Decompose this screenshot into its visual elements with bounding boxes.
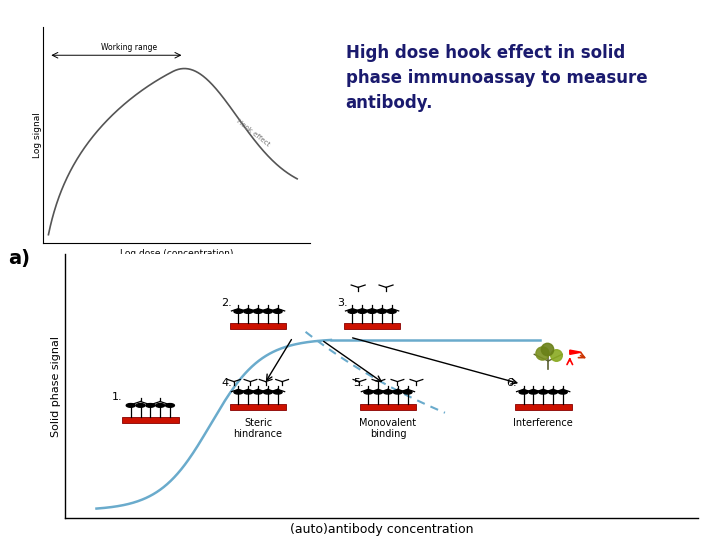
Polygon shape	[570, 350, 581, 354]
Circle shape	[274, 390, 282, 394]
Text: 6.: 6.	[506, 379, 517, 388]
Circle shape	[559, 390, 567, 394]
Circle shape	[377, 309, 387, 313]
Circle shape	[156, 403, 165, 407]
Text: High dose hook effect in solid
phase immunoassay to measure
antibody.: High dose hook effect in solid phase imm…	[346, 44, 647, 112]
Circle shape	[519, 390, 528, 394]
Circle shape	[374, 390, 382, 394]
Point	[550, 351, 562, 360]
Circle shape	[393, 390, 402, 394]
Circle shape	[244, 390, 253, 394]
Text: 2.: 2.	[221, 298, 232, 308]
Bar	[230, 404, 287, 410]
Y-axis label: Solid phase signal: Solid phase signal	[50, 335, 60, 437]
Text: 5.: 5.	[353, 379, 364, 388]
Circle shape	[384, 390, 392, 394]
Bar	[230, 323, 287, 329]
Text: Working range: Working range	[101, 43, 157, 52]
Bar	[122, 417, 179, 423]
Circle shape	[264, 309, 272, 313]
Text: Hook effect: Hook effect	[235, 118, 270, 148]
Text: 1.: 1.	[112, 392, 123, 402]
Text: 3.: 3.	[337, 298, 348, 308]
Circle shape	[234, 309, 243, 313]
Circle shape	[146, 403, 155, 407]
Point	[541, 345, 553, 353]
X-axis label: Log dose (concentration): Log dose (concentration)	[120, 248, 233, 258]
Circle shape	[126, 403, 135, 407]
Text: 4.: 4.	[221, 379, 232, 388]
Bar	[359, 404, 416, 410]
Text: Interference: Interference	[513, 418, 573, 428]
Circle shape	[136, 403, 145, 407]
Circle shape	[549, 390, 557, 394]
Circle shape	[364, 390, 373, 394]
X-axis label: (auto)antibody concentration: (auto)antibody concentration	[290, 523, 473, 536]
Circle shape	[529, 390, 538, 394]
Text: Steric
hindrance: Steric hindrance	[233, 418, 282, 440]
Circle shape	[358, 309, 366, 313]
Text: Monovalent
binding: Monovalent binding	[359, 418, 416, 440]
Circle shape	[387, 309, 396, 313]
Circle shape	[539, 390, 548, 394]
Circle shape	[274, 309, 282, 313]
Y-axis label: Log signal: Log signal	[33, 112, 42, 158]
Circle shape	[264, 390, 272, 394]
Circle shape	[166, 403, 174, 407]
Circle shape	[253, 390, 263, 394]
Circle shape	[234, 390, 243, 394]
Text: a): a)	[8, 248, 30, 267]
Circle shape	[403, 390, 412, 394]
Circle shape	[253, 309, 263, 313]
Point	[536, 349, 548, 357]
Circle shape	[348, 309, 357, 313]
Circle shape	[244, 309, 253, 313]
Bar	[343, 323, 400, 329]
Circle shape	[368, 309, 377, 313]
Bar	[515, 404, 572, 410]
